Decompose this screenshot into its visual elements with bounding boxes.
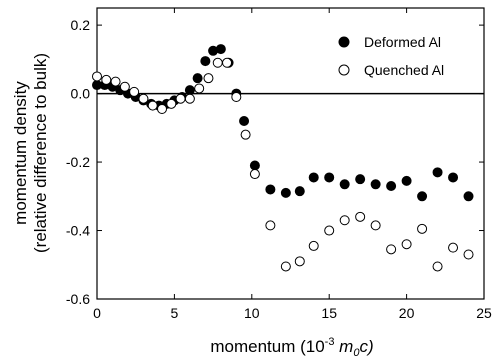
x-axis-title-main: momentum (10 bbox=[210, 337, 324, 356]
x-tick-label: 0 bbox=[93, 305, 101, 321]
y-tick-label: -0.2 bbox=[66, 154, 90, 170]
deformed-data-point bbox=[418, 192, 427, 201]
quenched-data-point bbox=[185, 94, 194, 103]
quenched-data-point bbox=[449, 243, 458, 252]
quenched-data-point bbox=[167, 99, 176, 108]
deformed-data-point bbox=[216, 45, 225, 54]
x-axis-title-exponent: -3 bbox=[325, 336, 335, 348]
deformed-data-point bbox=[387, 182, 396, 191]
y-tick-label: -0.4 bbox=[66, 223, 90, 239]
x-axis-title-unit-end: c) bbox=[359, 337, 373, 356]
deformed-data-point bbox=[356, 175, 365, 184]
quenched-data-point bbox=[120, 82, 129, 91]
legend-marker-quenched bbox=[339, 65, 349, 75]
quenched-data-point bbox=[102, 75, 111, 84]
deformed-data-point bbox=[325, 173, 334, 182]
quenched-data-point bbox=[195, 84, 204, 93]
deformed-data-point bbox=[371, 180, 380, 189]
x-tick-label: 5 bbox=[171, 305, 179, 321]
x-tick-label: 25 bbox=[476, 305, 492, 321]
y-tick-label: -0.6 bbox=[66, 291, 90, 307]
quenched-data-point bbox=[266, 221, 275, 230]
series-quenched-al bbox=[93, 58, 474, 271]
deformed-data-point bbox=[433, 168, 442, 177]
deformed-data-point bbox=[201, 57, 210, 66]
plot-frame bbox=[97, 8, 484, 299]
quenched-data-point bbox=[130, 87, 139, 96]
y-tick-label: 0.2 bbox=[71, 17, 91, 33]
x-axis-title: momentum (10-3 m0c) bbox=[210, 336, 373, 359]
quenched-data-point bbox=[158, 104, 167, 113]
quenched-data-point bbox=[111, 77, 120, 86]
quenched-data-point bbox=[204, 74, 213, 83]
deformed-data-point bbox=[464, 192, 473, 201]
x-tick-label: 15 bbox=[321, 305, 337, 321]
x-tick-label: 10 bbox=[244, 305, 260, 321]
series-layer bbox=[93, 45, 474, 271]
deformed-data-point bbox=[266, 185, 275, 194]
legend: Deformed Al Quenched Al bbox=[339, 34, 444, 78]
deformed-data-point bbox=[240, 116, 249, 125]
quenched-data-point bbox=[387, 245, 396, 254]
legend-label-quenched: Quenched Al bbox=[364, 62, 444, 78]
deformed-data-point bbox=[309, 173, 318, 182]
quenched-data-point bbox=[176, 94, 185, 103]
quenched-data-point bbox=[93, 72, 102, 81]
plot-area bbox=[97, 8, 484, 299]
quenched-data-point bbox=[356, 212, 365, 221]
y-axis-title-line1: momentum density bbox=[11, 81, 30, 225]
legend-marker-deformed bbox=[339, 37, 349, 47]
quenched-data-point bbox=[281, 262, 290, 271]
quenched-data-point bbox=[148, 101, 157, 110]
deformed-data-point bbox=[193, 74, 202, 83]
x-tick-label: 20 bbox=[399, 305, 415, 321]
quenched-data-point bbox=[402, 240, 411, 249]
deformed-data-point bbox=[402, 176, 411, 185]
quenched-data-point bbox=[213, 58, 222, 67]
quenched-data-point bbox=[309, 241, 318, 250]
deformed-data-point bbox=[449, 173, 458, 182]
quenched-data-point bbox=[223, 58, 232, 67]
quenched-data-point bbox=[340, 216, 349, 225]
legend-label-deformed: Deformed Al bbox=[364, 34, 441, 50]
quenched-data-point bbox=[139, 94, 148, 103]
quenched-data-point bbox=[464, 250, 473, 259]
x-axis-title-unit: m bbox=[334, 337, 353, 356]
deformed-data-point bbox=[295, 187, 304, 196]
axis-ticks: 0 5 10 15 20 25 -0.6 -0.4 -0.2 0.0 0.2 bbox=[66, 8, 492, 321]
deformed-data-point bbox=[185, 86, 194, 95]
deformed-data-point bbox=[340, 180, 349, 189]
quenched-data-point bbox=[433, 262, 442, 271]
deformed-data-point bbox=[281, 188, 290, 197]
quenched-data-point bbox=[371, 221, 380, 230]
y-tick-label: 0.0 bbox=[71, 86, 91, 102]
quenched-data-point bbox=[295, 257, 304, 266]
y-axis-title-line2: (relative difference to bulk) bbox=[31, 53, 50, 253]
quenched-data-point bbox=[232, 93, 241, 102]
deformed-data-point bbox=[250, 161, 259, 170]
quenched-data-point bbox=[418, 224, 427, 233]
quenched-data-point bbox=[241, 130, 250, 139]
quenched-data-point bbox=[325, 226, 334, 235]
quenched-data-point bbox=[250, 170, 259, 179]
